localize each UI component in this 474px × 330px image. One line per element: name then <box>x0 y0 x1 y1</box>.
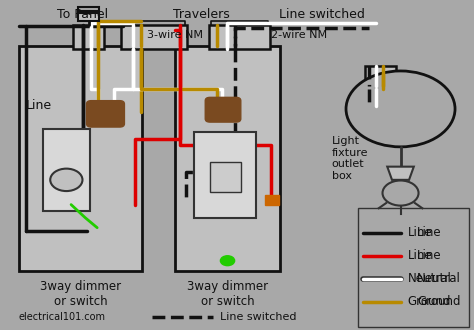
Text: Line switched: Line switched <box>279 8 365 21</box>
Bar <box>210 162 241 192</box>
Bar <box>209 25 270 50</box>
Text: electrical101.com: electrical101.com <box>19 312 106 322</box>
Bar <box>78 13 100 21</box>
Circle shape <box>383 181 419 206</box>
Text: Travelers: Travelers <box>173 8 230 21</box>
Bar <box>43 129 90 211</box>
Circle shape <box>346 71 455 147</box>
Circle shape <box>50 169 82 191</box>
Bar <box>175 46 280 271</box>
Text: Ground: Ground <box>417 295 461 309</box>
Polygon shape <box>387 167 414 180</box>
Circle shape <box>220 256 235 266</box>
Bar <box>194 132 256 218</box>
Text: Line: Line <box>408 226 432 239</box>
Bar <box>358 208 469 327</box>
Bar <box>121 25 187 50</box>
Text: 3way dimmer
or switch: 3way dimmer or switch <box>40 280 121 308</box>
Text: Ground: Ground <box>408 295 451 309</box>
Text: Line: Line <box>408 249 432 262</box>
Bar <box>19 46 142 271</box>
Bar <box>78 7 100 11</box>
Bar <box>73 25 104 50</box>
Text: 2-wire NM: 2-wire NM <box>271 30 327 40</box>
Bar <box>265 195 279 205</box>
FancyBboxPatch shape <box>86 101 124 127</box>
Text: Light
fixture
outlet
box: Light fixture outlet box <box>332 136 368 181</box>
Text: To Panel: To Panel <box>57 8 109 21</box>
Text: Line: Line <box>26 99 52 112</box>
Text: Neutral: Neutral <box>408 272 452 285</box>
Text: 3-wire NM: 3-wire NM <box>147 30 203 40</box>
Text: Line: Line <box>417 226 442 239</box>
Text: 3way dimmer
or switch: 3way dimmer or switch <box>187 280 268 308</box>
Bar <box>365 66 396 89</box>
Text: Line: Line <box>417 249 442 262</box>
Text: Neutral: Neutral <box>417 272 461 285</box>
Text: Line switched: Line switched <box>220 312 297 322</box>
FancyBboxPatch shape <box>205 97 241 122</box>
